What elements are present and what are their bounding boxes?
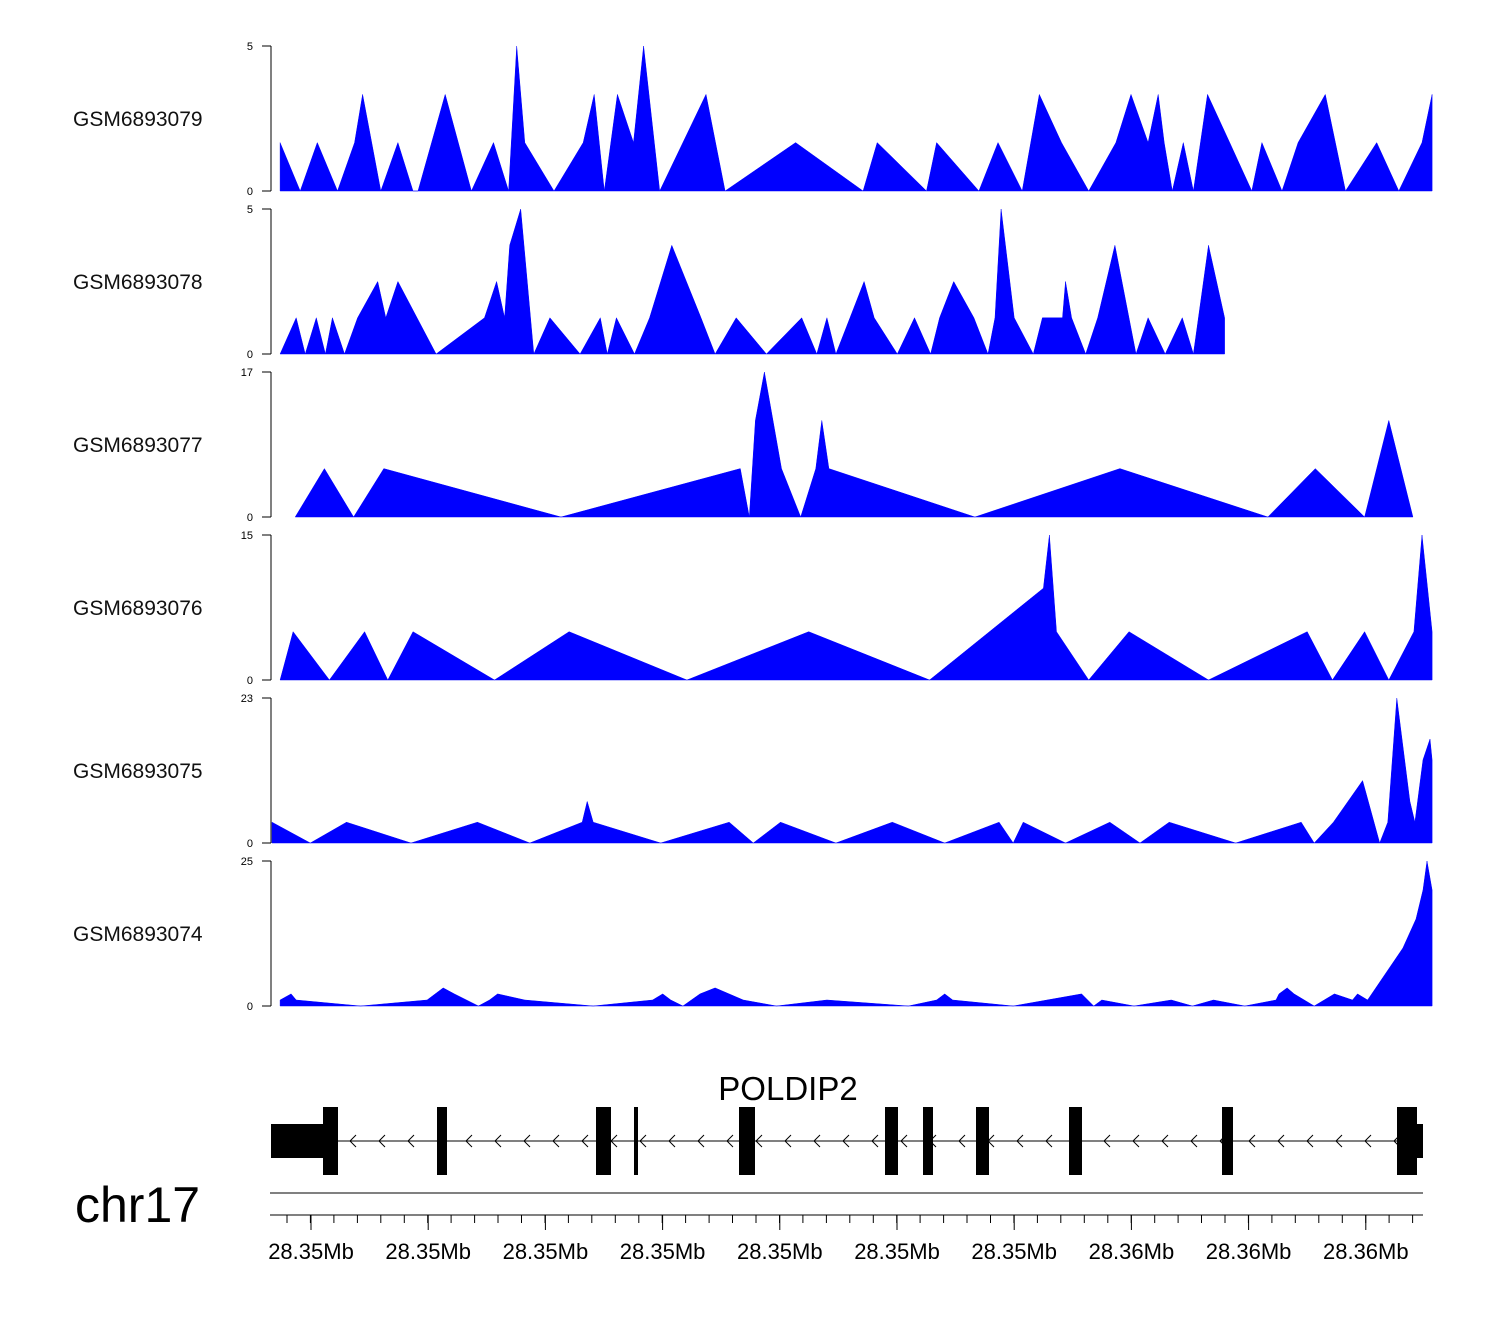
axis-tick-label: 28.36Mb [1206,1239,1292,1264]
exon-block [596,1107,611,1175]
track-GSM6893074: GSM6893074 25 0 [73,856,1433,1013]
strand-arrow [552,1134,560,1148]
y-tick-label-min: 0 [247,838,253,850]
coverage-area [271,697,1433,844]
y-tick-label-min: 0 [247,186,253,198]
track-label: GSM6893076 [73,597,203,620]
strand-arrow [1190,1134,1198,1148]
strand-arrow [1335,1134,1343,1148]
coverage-area [279,534,1433,681]
y-tick-label-max: 23 [241,693,253,705]
track-GSM6893077: GSM6893077 17 0 [73,367,1414,524]
exon-block [1222,1107,1233,1175]
track-label: GSM6893077 [73,434,203,457]
strand-arrow [581,1134,589,1148]
strand-arrow [871,1134,879,1148]
coverage-tracks: GSM689307950GSM689307850GSM6893077170GSM… [73,41,1433,1013]
strand-arrow [1364,1134,1372,1148]
y-tick-label-min: 0 [247,349,253,361]
track-GSM6893076: GSM6893076 15 0 [73,530,1433,687]
y-tick-label-max: 17 [241,367,253,379]
y-tick-label-max: 25 [241,856,253,868]
strand-arrow [697,1134,705,1148]
y-tick-label-max: 5 [247,41,253,53]
track-GSM6893078: GSM6893078 5 0 [73,204,1225,361]
strand-arrow [1306,1134,1314,1148]
strand-arrow [813,1134,821,1148]
strand-arrow [407,1134,415,1148]
strand-arrow [668,1134,676,1148]
coverage-area [294,371,1414,518]
axis-tick-label: 28.35Mb [503,1239,589,1264]
strand-arrow [1248,1134,1256,1148]
exon-block [976,1107,989,1175]
exon-block [1069,1107,1082,1175]
strand-arrow [900,1134,908,1148]
strand-arrow [465,1134,473,1148]
strand-arrow [1132,1134,1140,1148]
axis-tick-label: 28.36Mb [1089,1239,1175,1264]
gene-model: POLDIP2 [271,1070,1423,1175]
axis-tick-label: 28.35Mb [620,1239,706,1264]
exon-block [1397,1107,1417,1175]
axis-tick-label: 28.35Mb [737,1239,823,1264]
strand-arrow [349,1134,357,1148]
exon-block [323,1107,338,1175]
strand-arrow [784,1134,792,1148]
strand-arrow [755,1134,763,1148]
track-label: GSM6893074 [73,923,203,946]
exon-block [739,1107,755,1175]
strand-arrow [1161,1134,1169,1148]
axis-tick-label: 28.36Mb [1323,1239,1409,1264]
strand-arrow [842,1134,850,1148]
exon-block [437,1107,447,1175]
strand-arrow [1277,1134,1285,1148]
coverage-area [279,208,1225,355]
strand-arrow [639,1134,647,1148]
coverage-area [279,860,1433,1007]
coverage-area [279,45,1433,192]
genome-axis: chr17 28.35Mb 28.35Mb 28.35Mb 28.35Mb 28.35M… [75,1177,1423,1264]
axis-tick-label: 28.35Mb [854,1239,940,1264]
axis-tick-label: 28.35Mb [971,1239,1057,1264]
utr-block [271,1124,326,1158]
gene-name-label: POLDIP2 [718,1070,857,1107]
y-tick-label-min: 0 [247,675,253,687]
track-label: GSM6893075 [73,760,203,783]
y-tick-label-min: 0 [247,512,253,524]
chromosome-label: chr17 [75,1177,200,1233]
strand-arrow [378,1134,386,1148]
exon-block [923,1107,933,1175]
strand-arrow [726,1134,734,1148]
track-label: GSM6893078 [73,271,203,294]
strand-arrow [523,1134,531,1148]
track-GSM6893075: GSM6893075 23 0 [73,693,1433,850]
exon-block [634,1107,638,1175]
y-tick-label-min: 0 [247,1001,253,1013]
track-label: GSM6893079 [73,108,203,131]
axis-tick-label: 28.35Mb [385,1239,471,1264]
strand-arrow [958,1134,966,1148]
y-tick-label-max: 15 [241,530,253,542]
strand-arrow [1045,1134,1053,1148]
strand-arrow [494,1134,502,1148]
axis-ticks: 28.35Mb 28.35Mb 28.35Mb 28.35Mb 28.35Mb 28.35… [268,1215,1414,1264]
y-tick-label-max: 5 [247,204,253,216]
exon-block [885,1107,898,1175]
axis-tick-label: 28.35Mb [268,1239,354,1264]
strand-arrow [1103,1134,1111,1148]
track-GSM6893079: GSM6893079 5 0 [73,41,1433,198]
gene-structure [271,1107,1423,1175]
strand-arrow [1016,1134,1024,1148]
